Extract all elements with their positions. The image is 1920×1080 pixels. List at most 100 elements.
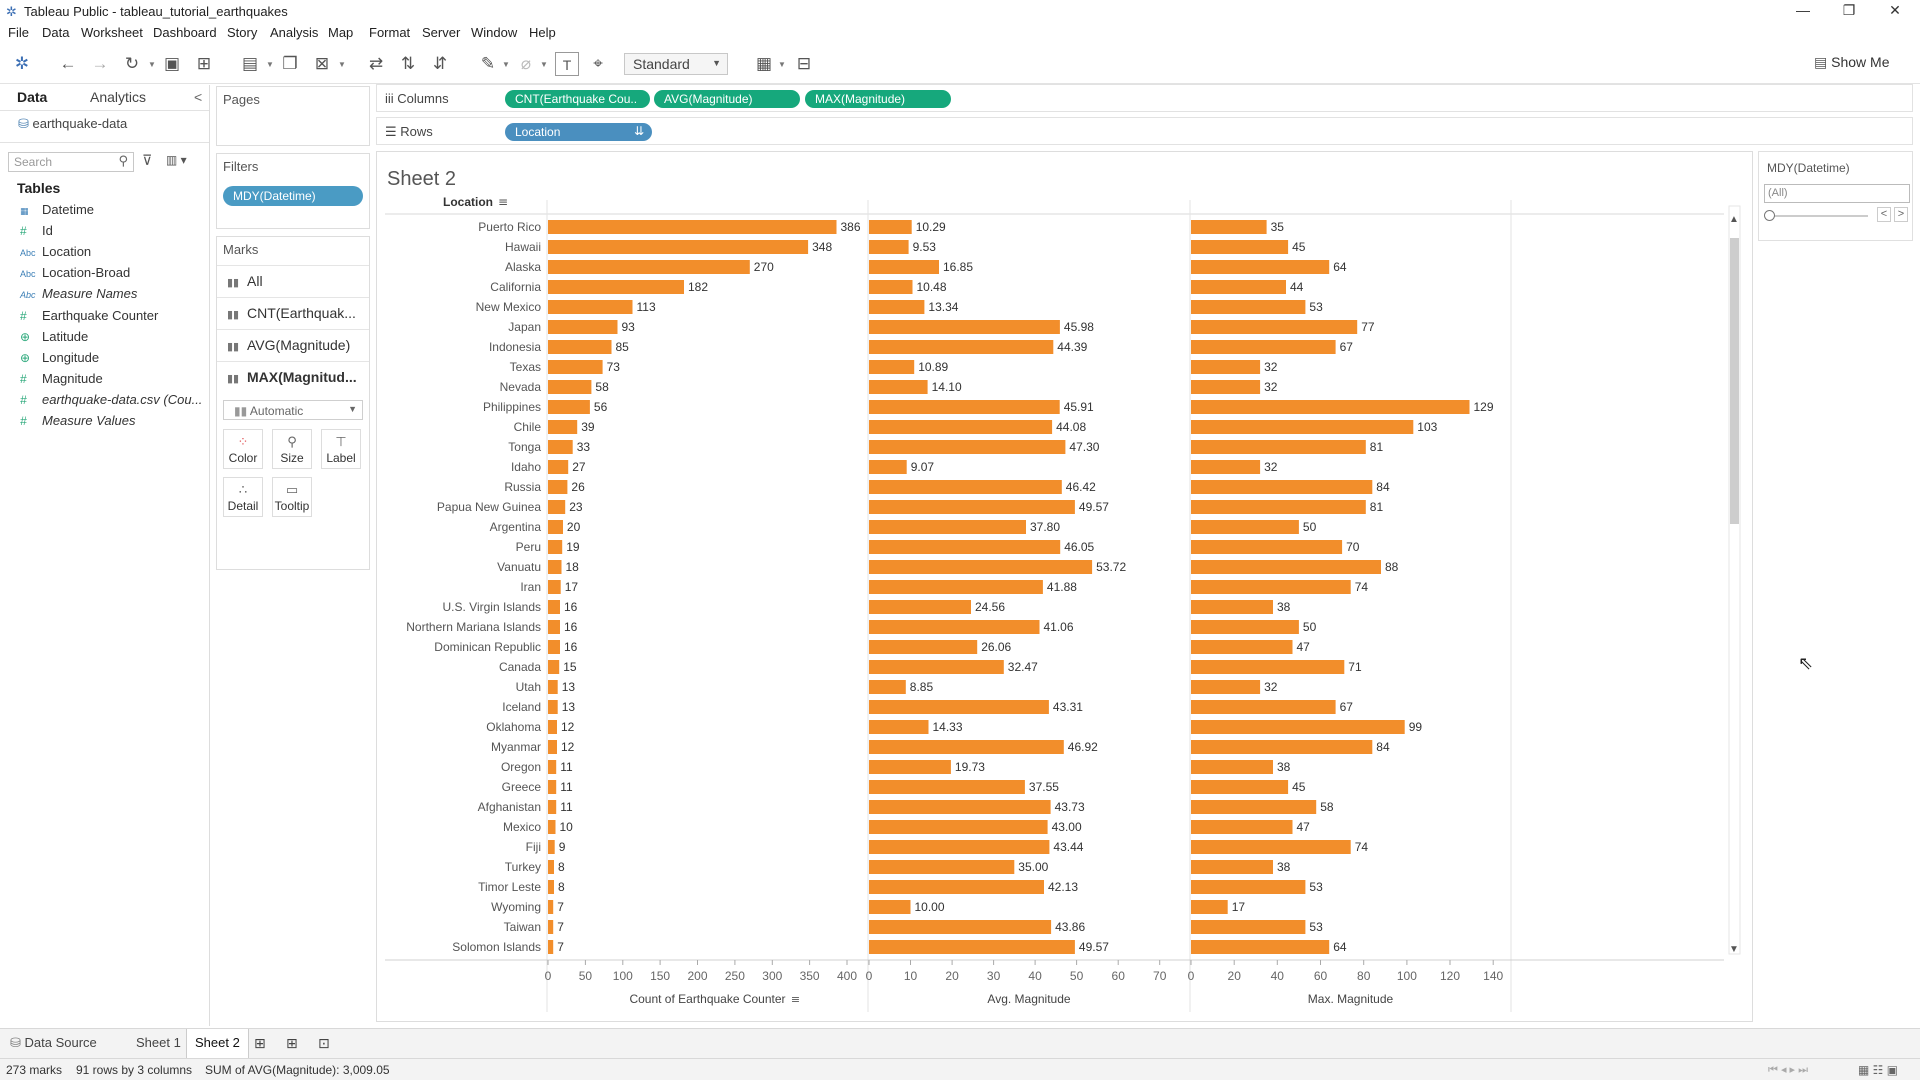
- menu-data[interactable]: Data: [42, 25, 70, 40]
- save-icon[interactable]: ▣: [163, 54, 181, 73]
- marks-tab-all[interactable]: ▮▮ All: [217, 265, 369, 295]
- group-members-icon[interactable]: ⌀: [520, 54, 532, 73]
- chevron-down-icon[interactable]: ▼: [778, 60, 786, 69]
- sort-descending-icon[interactable]: ⇵: [432, 54, 448, 73]
- close-button[interactable]: ✕: [1889, 2, 1901, 18]
- tab-data[interactable]: Data: [17, 89, 48, 105]
- new-story-icon[interactable]: ⊡: [318, 1035, 330, 1051]
- filter-pill-mdy-datetime[interactable]: MDY(Datetime): [223, 186, 363, 206]
- bar-chart-icon: ▮▮: [227, 309, 240, 321]
- label-button[interactable]: ⊤ Label: [321, 429, 361, 469]
- menu-story[interactable]: Story: [227, 25, 258, 40]
- tab-sheet-2[interactable]: Sheet 2: [186, 1029, 249, 1059]
- menu-dashboard[interactable]: Dashboard: [153, 25, 217, 40]
- view-options-icon[interactable]: ▥ ▾: [166, 153, 187, 167]
- minimize-button[interactable]: —: [1796, 2, 1810, 18]
- tooltip-button[interactable]: ▭ Tooltip: [272, 477, 312, 517]
- tableau-home-icon[interactable]: ✲: [14, 54, 30, 73]
- pages-shelf[interactable]: Pages: [216, 86, 370, 146]
- menu-file[interactable]: File: [8, 25, 29, 40]
- datasource-item[interactable]: ⛁ earthquake-data: [18, 116, 127, 132]
- search-input[interactable]: Search ⚲: [8, 152, 134, 172]
- nav-sheets-icon[interactable]: ⏮ ◂ ▸ ⏭: [1768, 1064, 1809, 1076]
- tick-label: 40: [1028, 969, 1042, 983]
- chevron-down-icon[interactable]: ▼: [502, 60, 510, 69]
- field-latitude[interactable]: ⊕ Latitude: [20, 329, 88, 349]
- view-mode-icon[interactable]: ▦ ☷ ▣: [1858, 1063, 1899, 1077]
- show-me-button[interactable]: ▤ Show Me: [1814, 54, 1889, 71]
- menu-help[interactable]: Help: [529, 25, 556, 40]
- marks-tab-avg[interactable]: ▮▮ AVG(Magnitude): [217, 329, 369, 359]
- menu-worksheet[interactable]: Worksheet: [81, 25, 143, 40]
- mark-type-select[interactable]: ▮▮ Automatic ▼: [223, 400, 363, 420]
- filter-slider-handle[interactable]: [1764, 210, 1775, 221]
- new-datasource-icon[interactable]: ⊞: [196, 54, 212, 73]
- new-dashboard-icon[interactable]: ⊞: [286, 1035, 298, 1051]
- tab-data-source[interactable]: ⛁ Data Source: [10, 1035, 97, 1051]
- menu-map[interactable]: Map: [328, 25, 354, 40]
- refresh-icon[interactable]: ↻: [124, 54, 140, 73]
- redo-icon[interactable]: →: [91, 54, 109, 73]
- columns-icon: iii: [385, 91, 398, 106]
- field-measure-names[interactable]: Abc Measure Names: [20, 286, 137, 306]
- marks-tab-max[interactable]: ▮▮ MAX(Magnitud...: [217, 361, 369, 391]
- fit-mode-select[interactable]: Standard ▼: [624, 53, 728, 75]
- field-record-count[interactable]: # earthquake-data.csv (Cou...: [20, 392, 202, 412]
- field-longitude[interactable]: ⊕ Longitude: [20, 350, 99, 370]
- row-pill-location[interactable]: Location ⇊: [505, 123, 652, 141]
- chevron-down-icon[interactable]: ▼: [148, 60, 156, 69]
- highlight-icon[interactable]: ✎: [480, 54, 496, 73]
- color-label: Color: [228, 451, 258, 465]
- sort-ascending-icon[interactable]: ⇅: [400, 54, 416, 73]
- filter-slider-track[interactable]: [1770, 215, 1868, 217]
- chevron-down-icon[interactable]: ▼: [540, 60, 548, 69]
- clear-sheet-icon[interactable]: ⊠: [314, 54, 330, 73]
- filters-shelf[interactable]: Filters MDY(Datetime): [216, 153, 370, 229]
- field-id[interactable]: # Id: [20, 223, 53, 243]
- new-worksheet-icon[interactable]: ▤: [241, 54, 259, 73]
- field-location[interactable]: Abc Location: [20, 244, 91, 264]
- detail-button[interactable]: ∴ Detail: [223, 477, 263, 517]
- show-mark-labels-icon[interactable]: T: [555, 52, 579, 76]
- maximize-button[interactable]: ❐: [1842, 2, 1856, 18]
- menu-window[interactable]: Window: [471, 25, 518, 40]
- menu-analysis[interactable]: Analysis: [270, 25, 319, 40]
- presentation-mode-icon[interactable]: ⊟: [796, 54, 812, 73]
- chevron-down-icon[interactable]: ▼: [338, 60, 346, 69]
- tab-analytics[interactable]: Analytics: [90, 89, 147, 105]
- marks-tab-cnt[interactable]: ▮▮ CNT(Earthquak...: [217, 297, 369, 327]
- tick-label: 200: [687, 969, 707, 983]
- chevron-down-icon[interactable]: ▼: [266, 60, 274, 69]
- menu-format[interactable]: Format: [369, 25, 411, 40]
- row-label: Philippines: [483, 400, 541, 414]
- collapse-pane-button[interactable]: <: [194, 89, 203, 105]
- field-datetime[interactable]: ▦ Datetime: [20, 202, 94, 222]
- globe-icon: ⊕: [20, 330, 31, 344]
- column-pill-cnt[interactable]: CNT(Earthquake Cou..: [505, 90, 650, 108]
- menu-server[interactable]: Server: [422, 25, 461, 40]
- field-magnitude[interactable]: # Magnitude: [20, 371, 103, 391]
- tab-sheet-1[interactable]: Sheet 1: [136, 1035, 181, 1050]
- color-button[interactable]: ⁘ Color: [223, 429, 263, 469]
- column-pill-avg[interactable]: AVG(Magnitude): [654, 90, 800, 108]
- undo-icon[interactable]: ←: [59, 54, 77, 73]
- field-measure-values[interactable]: # Measure Values: [20, 413, 135, 433]
- row-label: California: [490, 280, 541, 294]
- filter-prev-button[interactable]: <: [1877, 207, 1891, 222]
- filter-next-button[interactable]: >: [1894, 207, 1908, 222]
- swap-rows-columns-icon[interactable]: ⇄: [368, 54, 384, 73]
- column-pill-max[interactable]: MAX(Magnitude): [805, 90, 951, 108]
- rows-shelf[interactable]: ☰ Rows Location ⇊: [376, 117, 1913, 145]
- field-earthquake-counter[interactable]: # Earthquake Counter: [20, 308, 158, 328]
- filter-fields-icon[interactable]: ⊽: [142, 152, 153, 168]
- duplicate-sheet-icon[interactable]: ❐: [282, 54, 298, 73]
- field-location-broad[interactable]: Abc Location-Broad: [20, 265, 130, 285]
- new-worksheet-icon[interactable]: ⊞: [254, 1035, 266, 1051]
- row-label: Dominican Republic: [434, 640, 541, 654]
- sort-icon: ≡: [498, 195, 508, 209]
- columns-shelf[interactable]: iii Columns CNT(Earthquake Cou.. AVG(Mag…: [376, 84, 1913, 112]
- show-cards-icon[interactable]: ▦: [755, 54, 773, 73]
- fix-axes-icon[interactable]: ⌖: [593, 54, 603, 73]
- filter-value-input[interactable]: (All): [1764, 184, 1910, 203]
- size-button[interactable]: ⚲ Size: [272, 429, 312, 469]
